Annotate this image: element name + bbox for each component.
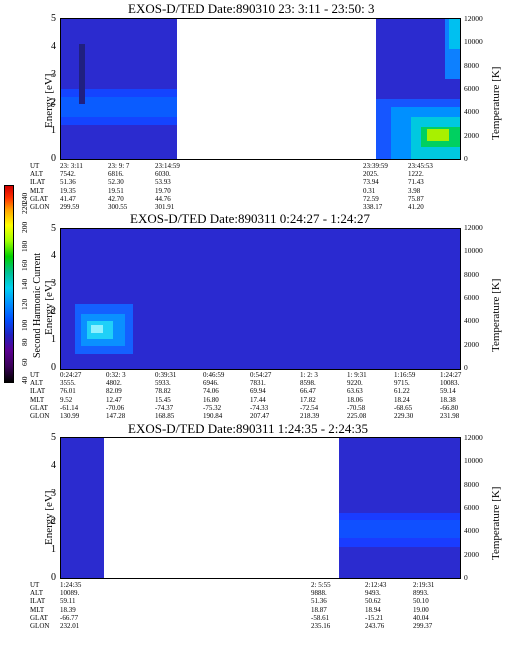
panel2-ytick: 3 — [51, 278, 56, 289]
panel3-data-block-right — [339, 438, 460, 578]
colorbar-tick: 80 — [20, 338, 29, 347]
panel3-info-labels: UT ALT ILAT MLT GLAT GLON — [30, 581, 50, 630]
panel3-ytick: 4 — [51, 460, 56, 471]
panel2-ytick: 0 — [51, 362, 56, 373]
panel1-rtick: 0 — [464, 154, 468, 163]
panel2-info-column: 1: 9:31 9220. 63.63 18.06 -70.58 225.08 — [347, 371, 367, 420]
panel1-ytick: 0 — [51, 153, 56, 164]
panel1-info-column: 23: 3:11 7542. 51.36 19.35 41.47 299.59 — [60, 162, 83, 211]
panel2-ytick: 4 — [51, 250, 56, 261]
panel2-info-column: 1:24:27 10083. 59.14 18.38 -66.80 231.98 — [440, 371, 462, 420]
panel2-rtick: 10000 — [464, 246, 483, 255]
panel3-data-block-left — [61, 438, 104, 578]
panel1-ytick: 4 — [51, 41, 56, 52]
colorbar-tick: 60 — [20, 358, 29, 367]
panel1-right-label: Temperature [K] — [490, 66, 502, 140]
colorbar-tick: 40 — [20, 376, 29, 385]
panel2-rtick: 6000 — [464, 293, 479, 302]
colorbar-tick: 220 — [20, 202, 29, 214]
panel3-rtick: 8000 — [464, 480, 479, 489]
panel3-info-column: 2:12:43 9493. 50.62 18.94 -15.21 243.76 — [365, 581, 387, 630]
panel2-ytick: 1 — [51, 334, 56, 345]
panel1-info-column: 23:45:53 1222. 71.43 3.98 75.87 41.20 — [408, 162, 433, 211]
panel1-rtick: 8000 — [464, 61, 479, 70]
panel2-info-column: 0:32: 3 4802. 82.09 12.47 -70.06 147.28 — [106, 371, 126, 420]
colorbar-tick: 120 — [20, 298, 29, 310]
colorbar-tick: 180 — [20, 240, 29, 252]
panel1-plot — [60, 18, 461, 160]
panel3-rtick: 12000 — [464, 433, 483, 442]
panel2-info-column: 0:54:27 7831. 69.94 17.44 -74.33 207.47 — [250, 371, 272, 420]
panel3-ytick: 0 — [51, 572, 56, 583]
panel2-right-label: Temperature [K] — [490, 278, 502, 352]
panel2-plot — [60, 228, 461, 370]
panel3-rtick: 0 — [464, 573, 468, 582]
panel3-ytick: 5 — [51, 432, 56, 443]
panel3-ytick: 3 — [51, 488, 56, 499]
panel3-ytick: 2 — [51, 516, 56, 527]
panel1-rtick: 12000 — [464, 14, 483, 23]
panel3-rtick: 10000 — [464, 456, 483, 465]
colorbar-tick: 200 — [20, 221, 29, 233]
panel2-title: EXOS-D/TED Date:890311 0:24:27 - 1:24:27 — [130, 211, 370, 226]
panel3-rtick: 4000 — [464, 526, 479, 535]
panel1-ytick: 1 — [51, 125, 56, 136]
panel2-info-column: 1:16:59 9715. 61.22 18.24 -68.65 229.30 — [394, 371, 416, 420]
panel2-rtick: 12000 — [464, 223, 483, 232]
panel1-title: EXOS-D/TED Date:890310 23: 3:11 - 23:50:… — [128, 1, 375, 16]
panel2-heatmap — [61, 229, 460, 369]
panel3-heatmap — [61, 438, 460, 578]
panel2-ytick: 2 — [51, 306, 56, 317]
panel3-rtick: 6000 — [464, 503, 479, 512]
colorbar-tick: 240 — [20, 192, 29, 204]
panel2-info-column: 1: 2: 3 8598. 66.47 17.82 -72.54 218.39 — [300, 371, 320, 420]
colorbar-label: Second Harmonic Current — [32, 253, 43, 358]
panel2-rtick: 4000 — [464, 316, 479, 325]
panel2-info-column: 0:39:31 5933. 78.82 15.45 -74.37 168.85 — [155, 371, 177, 420]
panel2-info-column: 0:46:59 6946. 74.06 16.80 -75.32 190.84 — [203, 371, 225, 420]
panel2-info-column: 0:24:27 3555. 76.01 9.52 -61.14 130.99 — [60, 371, 82, 420]
panel2-rtick: 8000 — [464, 270, 479, 279]
panel1-info-column: 23: 9: 7 6816. 52.30 19.51 42.70 300.55 — [108, 162, 130, 211]
panel2-rtick: 2000 — [464, 340, 479, 349]
colorbar-tick: 100 — [20, 319, 29, 331]
panel3-info-column: 1:24:35 10089. 59.11 18.39 -66.77 232.01 — [60, 581, 82, 630]
panel1-rtick: 2000 — [464, 131, 479, 140]
panel1-rtick: 6000 — [464, 84, 479, 93]
panel2-info-labels: UT ALT ILAT MLT GLAT GLON — [30, 371, 50, 420]
colorbar-tick: 140 — [20, 278, 29, 290]
panel2-ytick: 5 — [51, 223, 56, 234]
panel1-rtick: 4000 — [464, 107, 479, 116]
panel1-ytick: 5 — [51, 13, 56, 24]
panel3-ytick: 1 — [51, 544, 56, 555]
panel1-ytick: 2 — [51, 97, 56, 108]
panel1-ytick: 3 — [51, 69, 56, 80]
panel3-title: EXOS-D/TED Date:890311 1:24:35 - 2:24:35 — [128, 421, 368, 436]
panel3-plot — [60, 437, 461, 579]
panel1-info-column: 23:39:59 2025. 73.94 0.31 72.59 338.17 — [363, 162, 388, 211]
panel1-info-column: 23:14:59 6030. 53.93 19.70 44.76 301.91 — [155, 162, 180, 211]
panel2-rtick: 0 — [464, 363, 468, 372]
panel1-heatmap — [61, 19, 460, 159]
colorbar — [4, 185, 14, 383]
panel1-rtick: 10000 — [464, 37, 483, 46]
panel3-info-column: 2:19:31 8993. 50.10 19.00 40.04 299.37 — [413, 581, 435, 630]
colorbar-tick: 160 — [20, 259, 29, 271]
panel1-info-labels: UT ALT ILAT MLT GLAT GLON — [30, 162, 50, 211]
panel3-info-column: 2: 5:55 9888. 51.36 18.87 -58.61 235.16 — [311, 581, 331, 630]
panel3-right-label: Temperature [K] — [490, 486, 502, 560]
panel3-rtick: 2000 — [464, 550, 479, 559]
